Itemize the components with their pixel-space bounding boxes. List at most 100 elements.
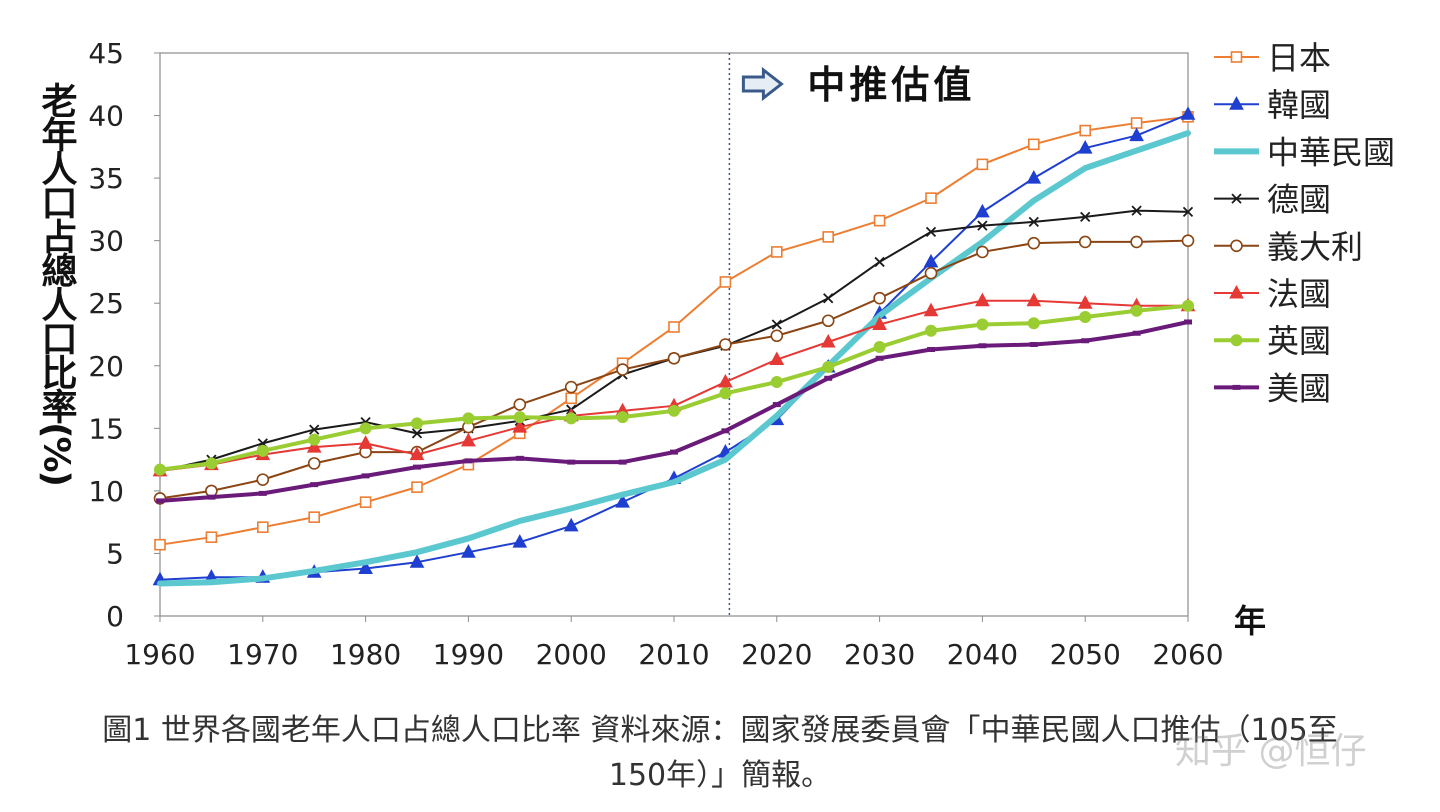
legend-label: 義大利	[1267, 228, 1363, 266]
series-line	[157, 130, 1191, 587]
x-tick-label: 1960	[124, 638, 195, 671]
plot-frame	[159, 52, 1189, 617]
data-point	[824, 375, 833, 381]
data-point	[310, 482, 319, 488]
data-point	[207, 494, 216, 500]
legend-item-7: 英國	[1214, 322, 1331, 360]
caption-line-1: 圖1 世界各國老年人口占總人口比率 資料來源：國家發展委員會「中華民國人口推估（…	[102, 713, 1338, 748]
axes: 0 5 10 15 20 25 30 35 40 45 1960 1970 1980 1990 2000 20…	[36, 37, 1267, 671]
legend-item-5: 義大利	[1214, 228, 1363, 266]
data-point	[1081, 338, 1090, 344]
data-point	[1130, 117, 1143, 129]
data-point	[513, 411, 526, 424]
data-point	[924, 266, 938, 280]
y-tick-label: 25	[88, 287, 124, 320]
data-point	[258, 490, 267, 496]
data-point	[413, 464, 421, 470]
data-point	[1029, 342, 1038, 348]
data-point	[512, 534, 528, 548]
y-tick-label: 15	[88, 412, 124, 445]
data-point	[1131, 205, 1142, 216]
data-point	[154, 463, 166, 476]
legend-label: 日本	[1267, 39, 1331, 77]
data-point	[256, 473, 270, 486]
data-point	[256, 521, 269, 533]
legend-swatch-marker	[1230, 51, 1243, 63]
x-axis-label: 年	[1234, 602, 1266, 640]
data-point	[823, 293, 834, 304]
data-point	[769, 351, 785, 366]
data-point	[770, 246, 783, 258]
legend-item-2: 韓國	[1214, 86, 1331, 124]
data-point	[306, 439, 322, 453]
legend-item-4: 德國	[1214, 181, 1331, 219]
data-point	[1182, 299, 1194, 312]
legend-label: 美國	[1267, 369, 1331, 407]
data-point	[1028, 138, 1040, 151]
data-point	[772, 402, 781, 408]
data-point	[512, 419, 528, 433]
series-3	[157, 130, 1191, 587]
x-tick-label: 1990	[433, 638, 504, 671]
data-point	[925, 192, 937, 204]
data-point	[770, 329, 784, 343]
data-point	[308, 433, 321, 446]
y-tick-label: 30	[88, 225, 124, 258]
series-lines	[152, 106, 1196, 587]
data-point	[1027, 317, 1040, 330]
data-point	[308, 511, 321, 523]
series-line	[159, 113, 1189, 581]
data-point	[925, 324, 937, 337]
data-point	[307, 457, 321, 470]
legend-swatch-marker	[1230, 334, 1243, 347]
x-tick-label: 1970	[227, 638, 298, 671]
data-point	[358, 560, 373, 574]
data-point	[1077, 140, 1093, 154]
data-point	[822, 361, 835, 374]
data-point	[718, 373, 733, 388]
data-point	[616, 411, 629, 424]
data-point	[1182, 206, 1194, 218]
data-point	[1181, 234, 1195, 247]
data-point	[873, 291, 886, 305]
data-point	[565, 412, 578, 425]
data-point	[719, 276, 732, 288]
x-tick-label: 2030	[844, 638, 915, 671]
data-point	[872, 316, 887, 330]
data-point	[1079, 310, 1092, 323]
data-point	[976, 158, 989, 171]
y-tick-label: 40	[88, 100, 124, 133]
data-point	[515, 455, 524, 461]
y-tick-label: 35	[88, 162, 124, 195]
legend-swatch-marker	[1229, 284, 1244, 299]
data-point	[464, 458, 473, 464]
watermark: 知乎 @恒仔	[1175, 731, 1367, 772]
data-point	[875, 355, 884, 361]
legend-label: 英國	[1267, 322, 1331, 360]
data-point	[822, 231, 835, 243]
data-point	[618, 459, 627, 465]
data-point	[1026, 170, 1042, 184]
data-point	[667, 351, 681, 365]
y-tick-label: 20	[88, 350, 124, 383]
legend-swatch-marker	[1232, 384, 1241, 390]
data-point	[975, 292, 990, 307]
data-point	[1028, 216, 1039, 228]
data-point	[154, 538, 166, 551]
legend-swatch-marker	[1229, 96, 1244, 110]
data-point	[564, 380, 578, 394]
data-point	[256, 444, 269, 457]
series-line	[159, 209, 1189, 472]
x-tick-label: 2020	[741, 638, 812, 671]
data-point	[1132, 330, 1141, 336]
data-point	[719, 387, 732, 400]
data-point	[719, 338, 732, 351]
legend-label: 德國	[1267, 181, 1331, 219]
projection-annotation: 中推估值	[807, 63, 975, 107]
data-point	[409, 446, 425, 461]
legend-item-6: 法國	[1214, 275, 1331, 313]
data-point	[978, 343, 987, 349]
data-point	[976, 245, 989, 259]
data-point	[615, 494, 630, 508]
legend-item-1: 日本	[1214, 39, 1331, 77]
